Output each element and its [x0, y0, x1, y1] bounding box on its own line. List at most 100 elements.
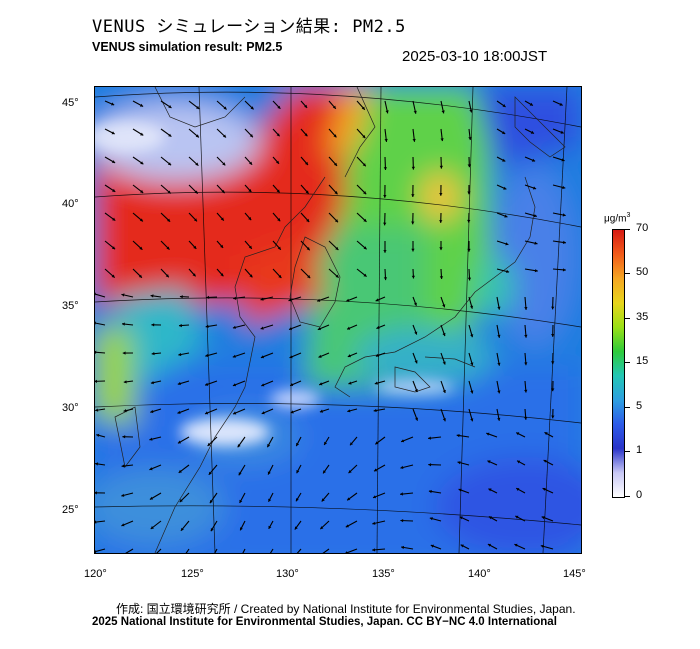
wind-arrowhead: [470, 334, 474, 338]
wind-arrowhead: [296, 498, 299, 502]
wind-arrow: [322, 548, 330, 553]
wind-arrowhead: [561, 158, 565, 162]
wind-arrowhead: [192, 273, 196, 277]
wind-arrowhead: [516, 488, 520, 491]
wind-arrowhead: [348, 381, 352, 385]
wind-arrowhead: [276, 189, 280, 193]
wind-arrowhead: [375, 298, 379, 302]
lon-label-120: 120°: [84, 568, 107, 580]
wind-arrowhead: [524, 307, 528, 310]
wind-arrowhead: [361, 106, 365, 110]
wind-arrowhead: [150, 294, 154, 298]
wind-arrowhead: [276, 160, 279, 164]
wind-arrowhead: [304, 133, 308, 137]
wind-arrowhead: [317, 298, 321, 302]
wind-arrowhead: [551, 361, 555, 365]
wind-arrowhead: [374, 468, 378, 472]
wind-arrowhead: [307, 275, 311, 279]
wind-arrowhead: [232, 383, 237, 387]
wind-arrowhead: [220, 273, 224, 277]
wind-arrowhead: [111, 131, 115, 135]
wind-arrowhead: [459, 516, 463, 520]
colorbar: [612, 229, 625, 498]
wind-arrowhead: [122, 322, 125, 326]
wind-arrowhead: [150, 526, 154, 529]
wind-arrowhead: [363, 246, 367, 250]
wind-arrowhead: [442, 418, 446, 422]
wind-arrowhead: [95, 520, 97, 524]
wind-arrowhead: [267, 471, 271, 475]
wind-arrowhead: [372, 521, 376, 525]
colorbar-unit-exponent: 3: [626, 212, 631, 219]
wind-arrow: [125, 548, 134, 553]
wind-arrowhead: [151, 323, 155, 327]
wind-arrowhead: [237, 444, 241, 448]
wind-arrowhead: [442, 332, 446, 337]
colorbar-tick-15: 15: [636, 355, 649, 367]
wind-arrowhead: [384, 138, 388, 142]
wind-arrowhead: [497, 417, 501, 421]
wind-arrowhead: [150, 409, 154, 414]
wind-arrowhead: [439, 165, 443, 169]
wind-arrowhead: [233, 296, 237, 300]
wind-arrowhead: [514, 543, 518, 547]
title-english: VENUS simulation result: PM2.5: [92, 40, 283, 54]
wind-arrowhead: [383, 195, 387, 198]
wind-arrowhead: [305, 161, 308, 165]
wind-arrow: [95, 322, 106, 326]
wind-arrowhead: [232, 325, 236, 329]
wind-arrowhead: [220, 244, 224, 248]
lon-label-135: 135°: [372, 568, 395, 580]
wind-arrowhead: [497, 334, 501, 338]
wind-arrowhead: [268, 525, 272, 529]
wind-arrowhead: [415, 417, 418, 421]
wind-arrowhead: [385, 110, 389, 114]
wind-arrowhead: [233, 411, 237, 415]
wind-arrowhead: [534, 269, 538, 273]
wind-arrowhead: [268, 498, 272, 502]
wind-arrowhead: [562, 268, 566, 272]
wind-arrowhead: [505, 242, 509, 246]
wind-arrowhead: [334, 191, 338, 195]
wind-arrowhead: [165, 274, 169, 278]
wind-arrowhead: [232, 354, 236, 358]
wind-arrowhead: [208, 471, 212, 475]
wind-arrowhead: [249, 274, 253, 278]
wind-arrowhead: [502, 158, 506, 162]
wind-arrowhead: [346, 298, 350, 302]
colorbar-tick-mark: [625, 318, 630, 319]
lat-label-35: 35°: [62, 300, 79, 312]
wind-arrow: [185, 548, 190, 553]
wind-arrowhead: [374, 381, 378, 385]
wind-arrowhead: [223, 106, 227, 110]
wind-arrowhead: [442, 389, 446, 393]
wind-arrowhead: [497, 306, 501, 310]
wind-arrowhead: [400, 519, 404, 523]
wind-arrowhead: [439, 276, 444, 279]
wind-arrowhead: [112, 188, 116, 192]
wind-arrowhead: [442, 304, 446, 308]
wind-arrowhead: [383, 250, 387, 253]
wind-arrowhead: [428, 489, 432, 494]
wind-arrowhead: [149, 496, 154, 500]
wind-arrowhead: [544, 432, 548, 436]
wind-arrowhead: [321, 498, 325, 502]
wind-arrowhead: [470, 305, 474, 309]
wind-arrowhead: [168, 105, 172, 108]
wind-arrowhead: [248, 189, 252, 193]
wind-arrowhead: [401, 439, 405, 443]
wind-arrowhead: [335, 274, 339, 278]
license-line: 2025 National Institute for Environmenta…: [92, 616, 557, 628]
wind-arrowhead: [530, 130, 534, 134]
wind-arrowhead: [194, 190, 198, 194]
wind-arrowhead: [277, 218, 281, 222]
wind-arrowhead: [497, 390, 501, 394]
wind-arrowhead: [180, 527, 184, 531]
wind-arrowhead: [177, 410, 181, 414]
wind-arrowhead: [261, 411, 265, 415]
colorbar-unit-base: μg/m: [604, 213, 627, 225]
wind-arrowhead: [551, 306, 555, 310]
wind-arrowhead: [363, 191, 367, 195]
wind-arrowhead: [194, 218, 197, 222]
wind-arrowhead: [323, 470, 326, 474]
